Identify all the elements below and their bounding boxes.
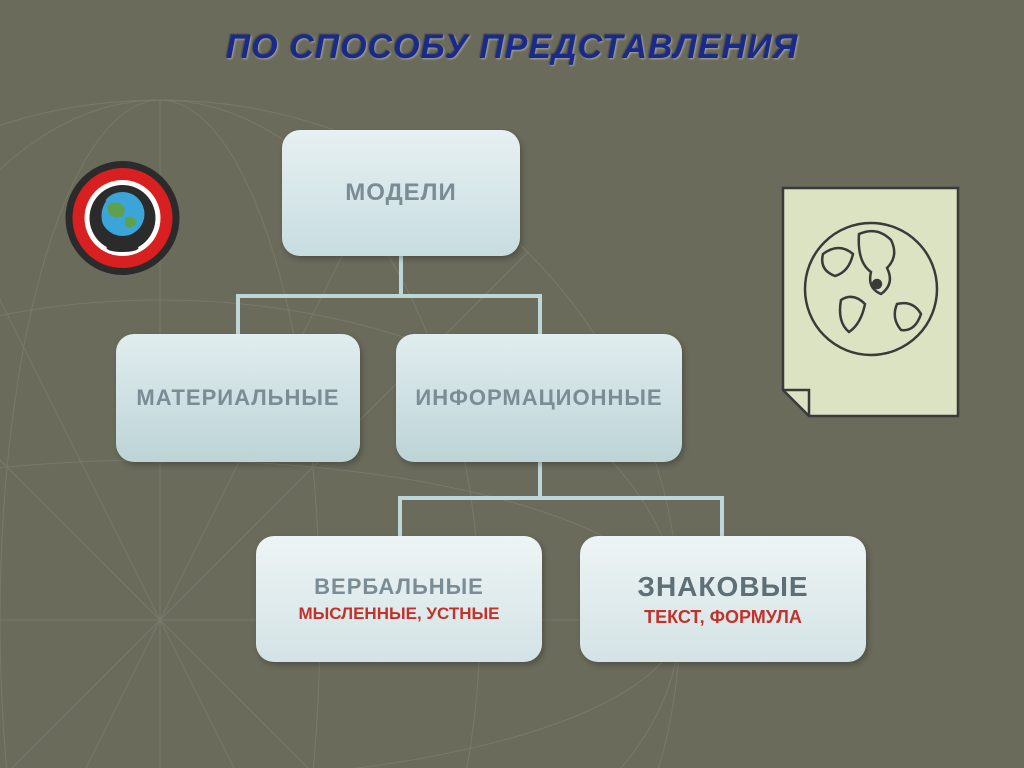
node-informational: ИНФОРМАЦИОННЫЕ — [396, 334, 682, 462]
globe-on-stand-icon — [55, 158, 190, 293]
node-label: ИНФОРМАЦИОННЫЕ — [415, 385, 662, 411]
node-label: МОДЕЛИ — [345, 179, 457, 207]
connector-segment — [538, 462, 542, 498]
connector-segment — [399, 256, 403, 296]
node-root: МОДЕЛИ — [282, 130, 520, 256]
node-label: ЗНАКОВЫЕ — [637, 571, 808, 603]
node-verbal: ВЕРБАЛЬНЫЕ МЫСЛЕННЫЕ, УСТНЫЕ — [256, 536, 542, 662]
connector-segment — [398, 496, 724, 500]
node-sublabel: МЫСЛЕННЫЕ, УСТНЫЕ — [299, 604, 500, 624]
connector-segment — [236, 294, 542, 298]
connector-segment — [236, 294, 240, 334]
slide-title: ПО СПОСОБУ ПРЕДСТАВЛЕНИЯ — [0, 28, 1024, 67]
paper-globe-icon — [779, 184, 962, 420]
connector-segment — [398, 496, 402, 536]
connector-segment — [538, 294, 542, 334]
node-material: МАТЕРИАЛЬНЫЕ — [116, 334, 360, 462]
connector-segment — [720, 496, 724, 536]
node-label: ВЕРБАЛЬНЫЕ — [314, 574, 484, 600]
node-sublabel: ТЕКСТ, ФОРМУЛА — [644, 607, 802, 628]
node-label: МАТЕРИАЛЬНЫЕ — [136, 385, 339, 411]
node-symbolic: ЗНАКОВЫЕ ТЕКСТ, ФОРМУЛА — [580, 536, 866, 662]
